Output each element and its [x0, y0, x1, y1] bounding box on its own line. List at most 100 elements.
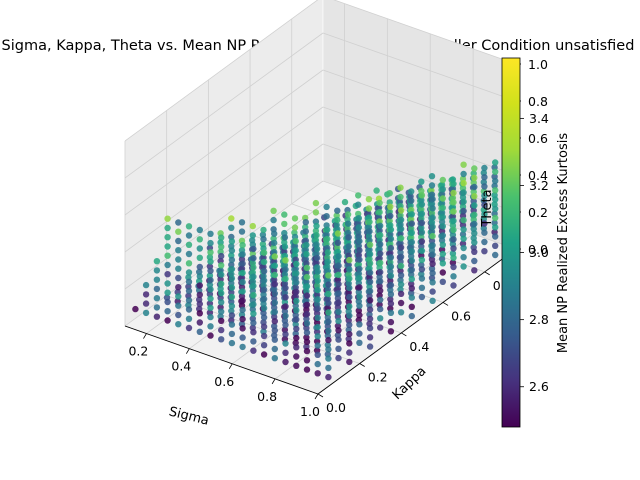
data-point: [164, 252, 171, 259]
data-point: [218, 299, 225, 306]
data-point: [239, 315, 246, 323]
data-point: [356, 293, 363, 300]
data-point: [450, 236, 457, 243]
data-point: [207, 276, 214, 284]
data-point: [408, 188, 415, 195]
data-point: [356, 339, 363, 346]
data-point: [175, 219, 182, 226]
data-point: [164, 243, 171, 250]
data-point: [164, 298, 171, 306]
data-point: [175, 247, 182, 254]
grid-line-x-floor: [146, 188, 345, 334]
data-point: [450, 199, 457, 206]
data-point: [185, 223, 193, 230]
z-tick-label: 0.4: [528, 168, 548, 183]
data-point: [439, 269, 446, 276]
data-point: [153, 276, 161, 283]
data-point: [260, 295, 268, 303]
data-point: [293, 353, 300, 360]
data-point: [377, 250, 384, 257]
data-point: [325, 281, 332, 288]
data-point: [292, 247, 299, 254]
data-point: [366, 334, 374, 341]
data-point: [346, 293, 353, 301]
data-point: [335, 290, 342, 297]
data-point: [377, 268, 384, 276]
data-point: [271, 271, 278, 279]
data-point: [377, 324, 384, 331]
data-point: [397, 216, 405, 223]
data-point: [239, 306, 246, 314]
data-point: [460, 226, 467, 233]
data-point: [314, 268, 321, 275]
data-point: [271, 299, 278, 306]
data-point: [196, 226, 203, 234]
x-tick-label: 0.6: [214, 374, 234, 389]
data-point: [335, 336, 342, 343]
data-point: [312, 199, 320, 207]
data-point: [346, 312, 353, 319]
data-point: [314, 277, 321, 284]
data-point: [366, 343, 374, 350]
data-point: [450, 226, 457, 234]
data-point: [387, 272, 395, 279]
data-point: [334, 207, 341, 214]
data-point: [282, 284, 289, 292]
data-point: [228, 330, 236, 338]
x-tick-mark: [228, 363, 233, 369]
data-point: [207, 323, 214, 330]
data-point: [408, 275, 415, 283]
data-point: [207, 249, 214, 256]
data-point: [450, 208, 457, 215]
data-point: [335, 253, 342, 260]
data-point: [492, 214, 499, 222]
data-point: [312, 209, 320, 216]
colorbar-tick-label: 2.8: [529, 312, 549, 327]
data-point: [356, 330, 363, 337]
data-point: [460, 254, 467, 261]
data-point: [303, 264, 311, 271]
data-point: [228, 247, 236, 254]
data-point: [335, 327, 342, 334]
data-point: [408, 285, 415, 292]
colorbar-tick-label: 2.6: [529, 379, 549, 394]
data-point: [408, 303, 415, 310]
data-point: [439, 232, 446, 239]
data-point: [386, 190, 393, 197]
data-point: [260, 249, 268, 256]
data-point: [450, 273, 457, 280]
data-point: [314, 296, 321, 303]
data-point: [164, 234, 171, 241]
x-tick-label: 0.2: [128, 344, 148, 359]
data-point: [460, 180, 467, 187]
data-point: [175, 274, 182, 282]
data-point: [303, 329, 311, 336]
data-point: [366, 269, 374, 276]
data-point: [228, 321, 236, 328]
data-point: [365, 196, 373, 203]
data-point: [313, 222, 320, 230]
data-point: [481, 248, 488, 255]
data-point: [293, 334, 300, 342]
z-tick-label: 1.0: [528, 57, 548, 72]
data-point: [408, 197, 415, 204]
data-point: [185, 287, 193, 295]
data-point: [356, 247, 363, 254]
data-point: [228, 302, 236, 310]
data-point: [377, 222, 384, 229]
data-point: [228, 224, 235, 231]
data-point: [325, 346, 332, 353]
data-point: [250, 282, 257, 290]
data-point: [356, 311, 363, 319]
data-point: [303, 241, 310, 249]
grid-line-z-wall: [124, 32, 324, 179]
data-point: [481, 164, 488, 172]
data-point: [387, 281, 395, 289]
data-point: [303, 273, 311, 281]
data-point: [218, 336, 225, 343]
data-point: [377, 305, 384, 313]
data-point: [185, 278, 193, 285]
z-tick-label: 0.6: [528, 131, 548, 146]
data-point: [250, 338, 257, 345]
data-point: [314, 342, 321, 349]
